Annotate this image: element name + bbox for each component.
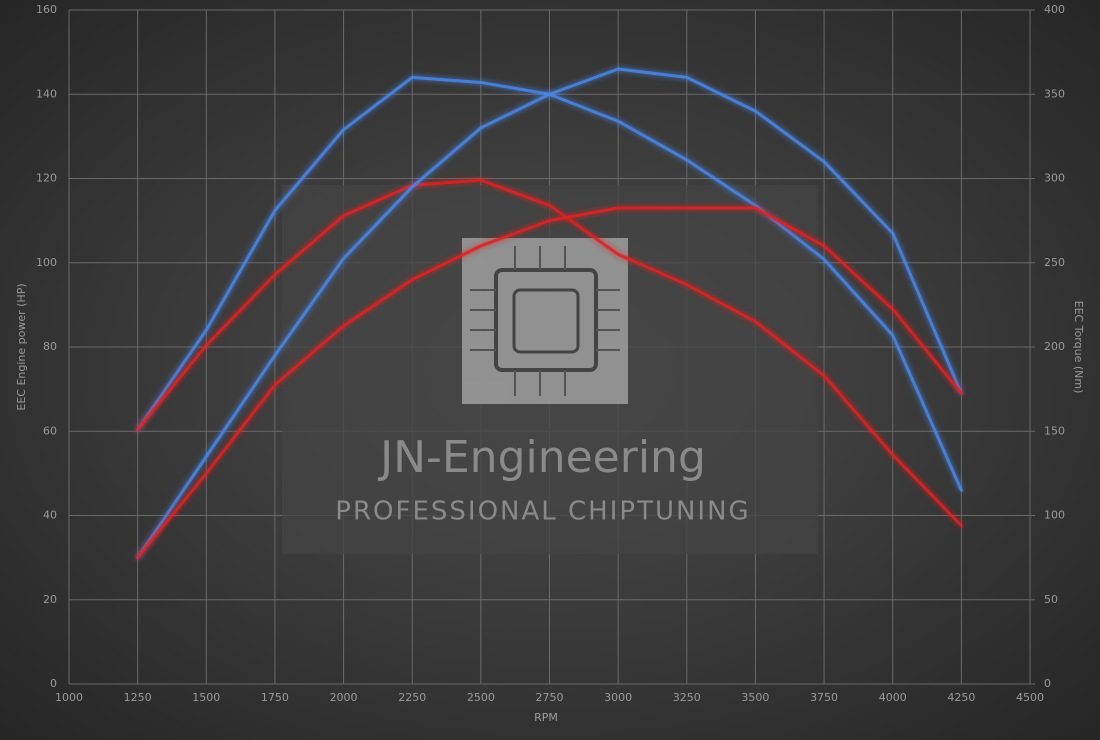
y2-tick-label: 350 — [1044, 87, 1065, 100]
y-tick-label: 80 — [43, 340, 57, 353]
y2-tick-label: 300 — [1044, 172, 1065, 185]
watermark-subtitle: PROFESSIONAL CHIPTUNING — [335, 497, 750, 527]
watermark-title: JN-Engineering — [377, 432, 706, 483]
x-tick-label: 2750 — [536, 691, 564, 704]
line-series — [136, 206, 963, 560]
y-tick-label: 160 — [36, 3, 57, 16]
chip-icon — [462, 238, 628, 404]
x-axis-label: RPM — [534, 711, 558, 724]
x-tick-label: 1750 — [261, 691, 289, 704]
x-tick-label: 3500 — [741, 691, 769, 704]
x-tick-label: 4500 — [1016, 691, 1044, 704]
y2-tick-label: 200 — [1044, 340, 1065, 353]
y-tick-label: 40 — [43, 509, 57, 522]
x-tick-label: 2250 — [398, 691, 426, 704]
y2-tick-label: 0 — [1044, 677, 1051, 690]
y2-tick-label: 150 — [1044, 424, 1065, 437]
y2-tick-label: 50 — [1044, 593, 1058, 606]
y-tick-label: 0 — [50, 677, 57, 690]
watermark: JN-Engineering PROFESSIONAL CHIPTUNING — [282, 185, 818, 554]
y-axis-label: EEC Engine power (HP) — [15, 283, 28, 410]
x-tick-label: 3750 — [810, 691, 838, 704]
y2-axis-label: EEC Torque (Nm) — [1072, 301, 1085, 394]
line-series — [136, 178, 963, 528]
x-tick-label: 1000 — [55, 691, 83, 704]
y2-tick-label: 250 — [1044, 256, 1065, 269]
y2-tick-label: 400 — [1044, 3, 1065, 16]
x-tick-label: 4250 — [947, 691, 975, 704]
x-tick-label: 3250 — [673, 691, 701, 704]
y-tick-label: 140 — [36, 87, 57, 100]
x-tick-label: 1500 — [192, 691, 220, 704]
y-tick-label: 60 — [43, 424, 57, 437]
x-tick-label: 1250 — [124, 691, 152, 704]
x-tick-label: 2000 — [330, 691, 358, 704]
x-tick-label: 2500 — [467, 691, 495, 704]
x-tick-label: 4000 — [879, 691, 907, 704]
x-tick-label: 3000 — [604, 691, 632, 704]
y-tick-label: 120 — [36, 172, 57, 185]
y-tick-label: 100 — [36, 256, 57, 269]
line-series — [136, 67, 963, 560]
y-tick-label: 20 — [43, 593, 57, 606]
y2-tick-label: 100 — [1044, 509, 1065, 522]
